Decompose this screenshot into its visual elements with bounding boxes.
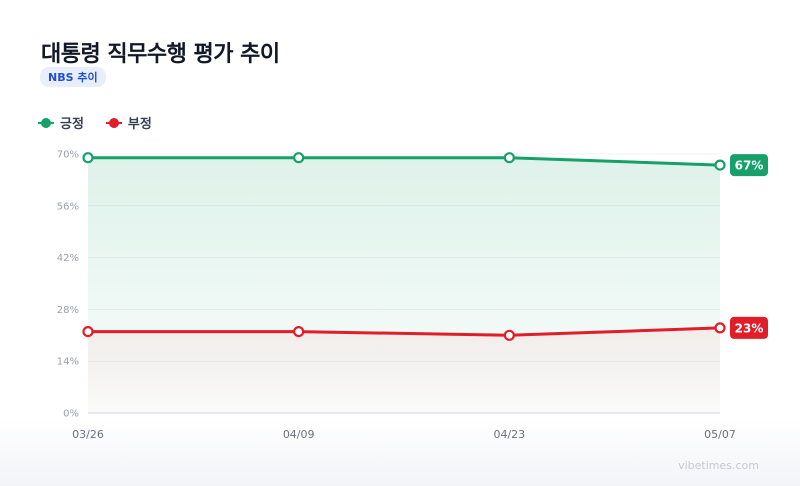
series-line	[86, 326, 722, 337]
data-point	[714, 322, 726, 334]
x-tick-label: 05/07	[704, 428, 736, 441]
legend: 긍정 부정	[38, 113, 152, 132]
legend-marker-icon	[38, 117, 54, 128]
legend-item-negative[interactable]: 부정	[105, 113, 152, 132]
data-point	[293, 326, 305, 338]
y-tick-label: 42%	[57, 253, 79, 264]
data-point	[503, 152, 515, 164]
y-tick-label: 14%	[57, 357, 79, 368]
y-tick-label: 28%	[57, 305, 79, 316]
legend-marker-icon	[105, 117, 122, 128]
y-tick-label: 56%	[57, 201, 79, 212]
source-badge: NBS 추이	[40, 67, 106, 87]
series-line	[86, 156, 722, 167]
x-tick-label: 03/26	[72, 428, 104, 441]
end-value-badge	[730, 316, 768, 339]
legend-label: 긍정	[60, 117, 84, 132]
data-point	[82, 152, 94, 164]
y-tick-label: 0%	[63, 409, 79, 420]
data-point	[503, 329, 515, 341]
data-point	[82, 326, 94, 338]
end-value-label: 23%	[735, 321, 764, 335]
x-tick-label: 04/23	[493, 428, 525, 441]
data-point	[293, 152, 305, 164]
end-value-badge	[730, 154, 768, 177]
watermark: vibetimes.com	[678, 459, 759, 472]
legend-item-positive[interactable]: 긍정	[38, 113, 84, 132]
chart-title: 대통령 직무수행 평가 추이	[41, 42, 280, 67]
data-point	[714, 159, 726, 171]
y-tick-label: 70%	[57, 150, 79, 161]
end-value-label: 67%	[735, 159, 764, 173]
series-area	[88, 327, 720, 413]
x-tick-label: 04/09	[283, 428, 315, 441]
legend-label: 부정	[127, 117, 152, 132]
